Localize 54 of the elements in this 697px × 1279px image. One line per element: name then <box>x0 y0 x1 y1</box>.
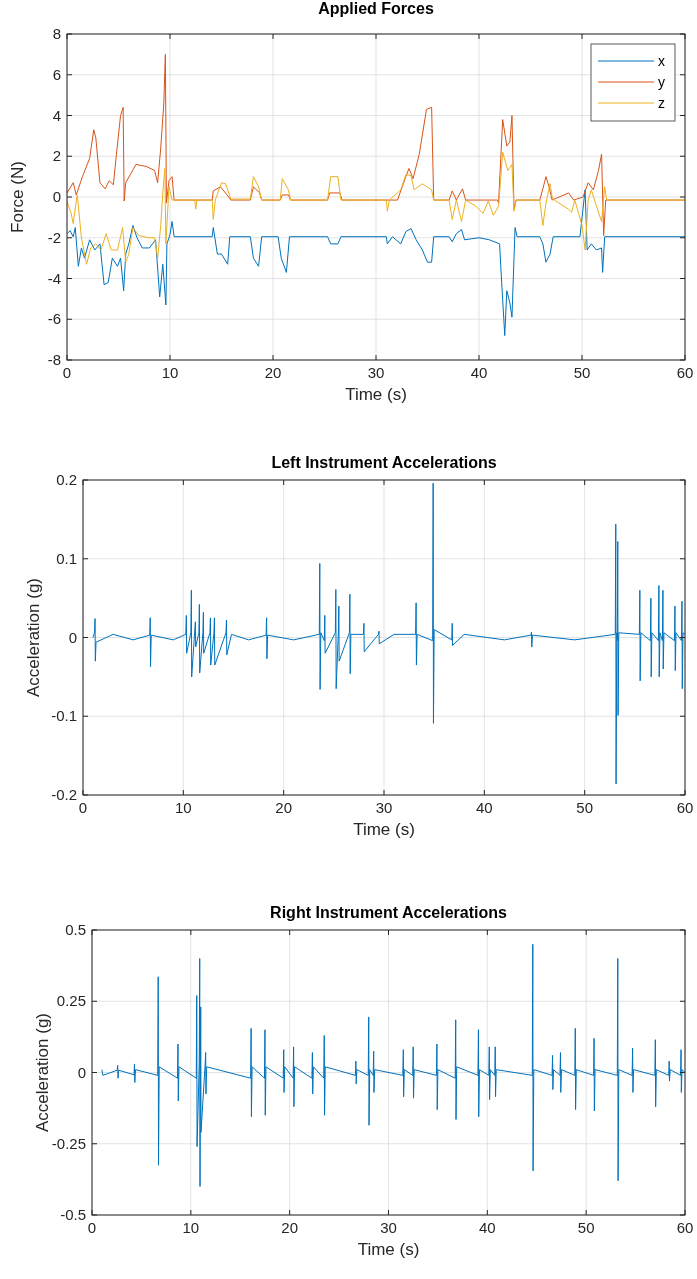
chart-title: Right Instrument Accelerations <box>270 904 507 921</box>
y-tick-label: -4 <box>47 269 61 287</box>
x-tick-label: 50 <box>577 1219 595 1236</box>
x-tick-label: 10 <box>182 1219 200 1236</box>
legend-label: z <box>658 95 665 111</box>
line-series <box>66 189 686 337</box>
x-tick-label: 20 <box>281 1219 299 1236</box>
line-series <box>66 151 686 265</box>
line-series <box>101 943 686 1187</box>
y-tick-label: -0.25 <box>51 1134 86 1152</box>
y-axis-title: Acceleration (g) <box>33 1012 52 1133</box>
x-tick-label: 60 <box>676 364 694 381</box>
x-tick-label: 50 <box>576 799 594 816</box>
x-tick-label: 40 <box>475 799 493 816</box>
y-tick-label: 0.2 <box>56 471 77 488</box>
y-tick-label: -0.2 <box>51 786 77 803</box>
x-tick-label: 40 <box>478 1219 496 1236</box>
x-axis-title: Time (s) <box>345 385 407 404</box>
y-tick-label: -8 <box>47 351 61 368</box>
x-tick-label: 10 <box>174 799 192 816</box>
x-axis-title: Time (s) <box>353 820 415 839</box>
x-tick-label: 10 <box>161 364 179 381</box>
y-tick-label: -2 <box>47 228 61 246</box>
x-axis-title: Time (s) <box>357 1240 420 1259</box>
y-tick-label: 0.1 <box>56 549 77 567</box>
y-tick-label: -0.5 <box>60 1206 86 1223</box>
legend-label: x <box>658 53 665 69</box>
x-tick-label: 0 <box>87 1219 97 1236</box>
y-tick-label: 0 <box>68 628 77 646</box>
chart-title: Left Instrument Accelerations <box>271 454 497 471</box>
y-tick-label: 2 <box>52 147 61 165</box>
x-tick-label: 20 <box>264 364 282 381</box>
y-tick-label: 6 <box>52 65 61 83</box>
y-tick-label: 0 <box>77 1063 86 1081</box>
y-tick-label: -6 <box>47 310 61 328</box>
line-series <box>92 482 686 785</box>
x-tick-label: 40 <box>470 364 488 381</box>
y-tick-label: 0.25 <box>56 992 86 1010</box>
y-tick-label: -0.1 <box>51 707 77 725</box>
legend-label: y <box>658 74 665 90</box>
chart-title: Applied Forces <box>318 0 434 17</box>
x-tick-label: 20 <box>275 799 293 816</box>
y-axis-title: Force (N) <box>8 161 27 233</box>
y-tick-label: 0 <box>52 188 61 205</box>
y-tick-label: 8 <box>52 25 61 42</box>
x-tick-label: 30 <box>375 799 393 816</box>
x-tick-label: 30 <box>380 1219 397 1236</box>
x-tick-label: 50 <box>573 364 591 381</box>
x-tick-label: 30 <box>367 364 385 381</box>
y-axis-title: Acceleration (g) <box>24 577 43 698</box>
y-tick-label: 0.5 <box>65 921 86 938</box>
y-tick-label: 4 <box>52 106 61 124</box>
x-tick-label: 60 <box>676 1219 694 1236</box>
x-tick-label: 60 <box>676 799 694 816</box>
